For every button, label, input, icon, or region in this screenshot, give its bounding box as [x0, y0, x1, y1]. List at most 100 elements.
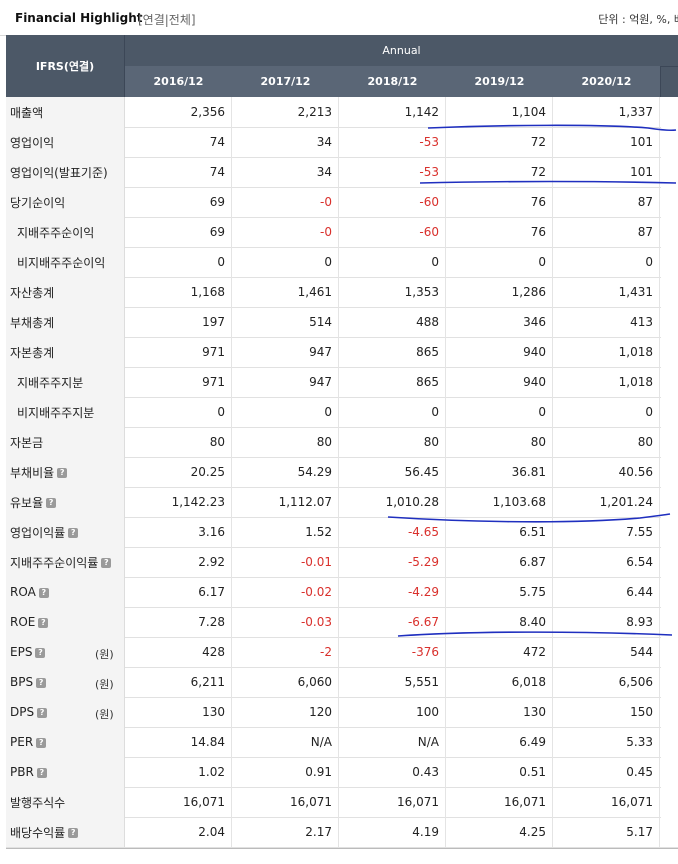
table-cell: 1,337 [553, 97, 660, 127]
table-cell: 947 [232, 337, 339, 367]
table-row: 유보율? 1,142.23 1,112.07 1,010.28 1,103.68 1,20… [6, 487, 678, 518]
help-icon[interactable]: ? [46, 498, 57, 508]
help-icon[interactable]: ? [57, 468, 68, 478]
table-cell: -60 [339, 187, 446, 217]
table-cell: 16,071 [232, 787, 339, 817]
table-cell: -0.03 [232, 607, 339, 637]
help-icon[interactable]: ? [36, 767, 47, 778]
table-cell: -0 [232, 187, 339, 217]
table-cell: 1,018 [553, 367, 660, 397]
year-header: 2018/12 [339, 66, 447, 97]
table-cell: 971 [125, 367, 232, 397]
table-cell: 16,071 [339, 787, 446, 817]
row-label: 영업이익률? [6, 517, 125, 547]
row-label: 지배주주순이익 [6, 217, 125, 247]
table-cell: 1,142 [339, 97, 446, 127]
table-cell: 1,461 [232, 277, 339, 307]
help-icon[interactable]: ? [37, 707, 48, 718]
table-cell: 34 [232, 157, 339, 187]
row-label-text: PBR? [10, 765, 47, 779]
table-cell: 865 [339, 337, 446, 367]
table-cell: 1.52 [232, 517, 339, 547]
table-cell: 428 [125, 637, 232, 667]
table-cell: 5.17 [553, 817, 660, 847]
table-cell: 69 [125, 187, 232, 217]
table-row: 배당수익률? 2.04 2.17 4.19 4.25 5.17 [6, 817, 678, 848]
table-cell: 16,071 [446, 787, 553, 817]
row-label: 영업이익(발표기준) [6, 157, 125, 187]
row-label: 자산총계 [6, 277, 125, 307]
help-icon[interactable]: ? [36, 737, 47, 748]
table-cell: 0.91 [232, 757, 339, 787]
row-label-text: 자본금 [10, 435, 44, 450]
row-label-text: 자본총계 [10, 345, 55, 360]
table-cell: 971 [125, 337, 232, 367]
table-cell: 0 [125, 247, 232, 277]
help-icon[interactable]: ? [38, 617, 49, 628]
consolidation-tabs[interactable]: [연결|전체] [138, 13, 196, 27]
table-row: 영업이익 74 34 -53 72 101 [6, 127, 678, 158]
row-unit: (원) [95, 648, 114, 661]
row-label-text: 비지배주주순이익 [17, 255, 106, 270]
row-label: 유보율? [6, 487, 125, 517]
table-row: 자산총계 1,168 1,461 1,353 1,286 1,431 [6, 277, 678, 308]
table-cell: 87 [553, 217, 660, 247]
row-label-text: 매출액 [10, 105, 44, 120]
help-icon[interactable]: ? [68, 528, 79, 538]
row-label: 당기순이익 [6, 187, 125, 217]
table-cell: 72 [446, 157, 553, 187]
page-title: Financial Highlight [15, 11, 143, 25]
table-cell: 947 [232, 367, 339, 397]
table-cell: 346 [446, 307, 553, 337]
table-row: EPS? (원) 428 -2 -376 472 544 [6, 637, 678, 668]
table-cell: 6.51 [446, 517, 553, 547]
table-bottom-border [6, 848, 678, 849]
table-cell: 120 [232, 697, 339, 727]
table-cell: 6.44 [553, 577, 660, 607]
row-label-text: BPS? [10, 675, 47, 689]
table-cell: 1,168 [125, 277, 232, 307]
table-cell: 80 [125, 427, 232, 457]
row-label-text: 지배주주지분 [17, 375, 84, 390]
table-row: 영업이익률? 3.16 1.52 -4.65 6.51 7.55 [6, 517, 678, 548]
table-cell: 6.17 [125, 577, 232, 607]
row-unit: (원) [95, 708, 114, 721]
year-header: 2020/12 [553, 66, 661, 97]
table-cell: 40.56 [553, 457, 660, 487]
help-icon[interactable]: ? [36, 677, 47, 688]
table-row: 발행주식수 16,071 16,071 16,071 16,071 16,071 [6, 787, 678, 818]
row-label: ROE? [6, 607, 125, 637]
table-cell: 34 [232, 127, 339, 157]
table-cell: 413 [553, 307, 660, 337]
row-label-text: 발행주식수 [10, 795, 66, 810]
table-cell: 1,142.23 [125, 487, 232, 517]
row-label: PBR? [6, 757, 125, 787]
table-cell: 3.16 [125, 517, 232, 547]
table-cell: 69 [125, 217, 232, 247]
table-row: 당기순이익 69 -0 -60 76 87 [6, 187, 678, 218]
table-cell: 4.19 [339, 817, 446, 847]
table-cell: 2,213 [232, 97, 339, 127]
table-cell: 76 [446, 217, 553, 247]
table-row: ROA? 6.17 -0.02 -4.29 5.75 6.44 [6, 577, 678, 608]
table-cell: N/A [232, 727, 339, 757]
table-cell: 0 [446, 247, 553, 277]
table-cell: 6,060 [232, 667, 339, 697]
table-cell: 940 [446, 337, 553, 367]
table-cell: 6.49 [446, 727, 553, 757]
table-cell: 1,286 [446, 277, 553, 307]
help-icon[interactable]: ? [68, 828, 79, 838]
table-cell: 101 [553, 157, 660, 187]
row-label-text: 배당수익률? [10, 824, 79, 841]
table-cell: 1,103.68 [446, 487, 553, 517]
table-header: IFRS(연결) Annual 2016/12 2017/12 2018/12 201… [6, 35, 678, 97]
row-label: 자본금 [6, 427, 125, 457]
table-cell: 80 [339, 427, 446, 457]
table-cell: -376 [339, 637, 446, 667]
row-label: 배당수익률? [6, 817, 125, 847]
row-label: 부채비율? [6, 457, 125, 487]
table-cell: 80 [446, 427, 553, 457]
help-icon[interactable]: ? [101, 558, 112, 568]
help-icon[interactable]: ? [38, 587, 49, 598]
help-icon[interactable]: ? [35, 647, 46, 658]
